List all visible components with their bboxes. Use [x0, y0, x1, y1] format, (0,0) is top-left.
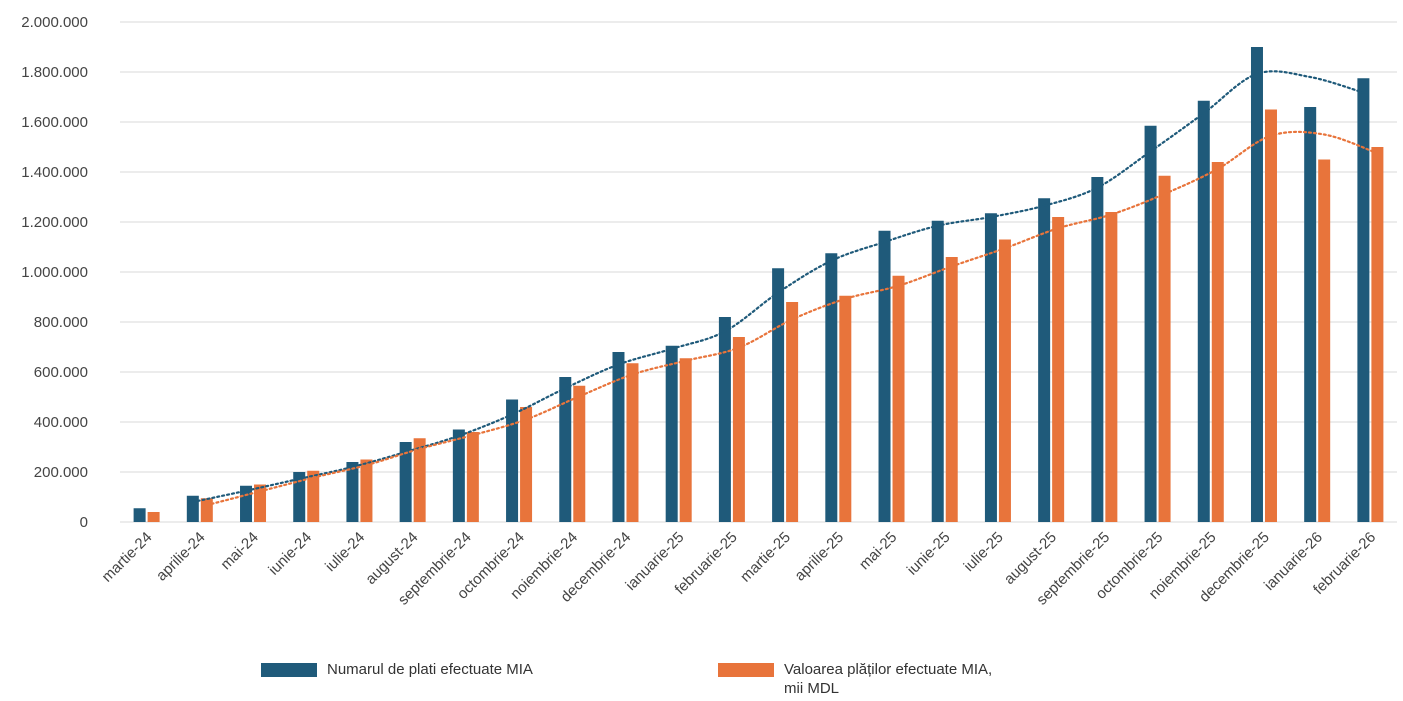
bar-count	[452, 429, 465, 522]
y-tick-label: 800.000	[34, 314, 88, 331]
legend-swatch-count	[261, 663, 317, 677]
bar-value	[945, 257, 958, 522]
x-tick-label: iulie-25	[961, 529, 1007, 575]
x-tick-label: martie-24	[99, 529, 156, 586]
bar-count	[931, 220, 944, 522]
bar-value	[520, 407, 533, 522]
bar-count	[559, 377, 572, 522]
bar-count	[1197, 100, 1210, 522]
y-tick-label: 0	[80, 514, 88, 531]
y-tick-label: 1.000.000	[21, 264, 88, 281]
bar-count	[1091, 177, 1104, 522]
x-tick-label: aprilie-25	[791, 529, 847, 585]
x-tick-label: mai-25	[856, 529, 900, 573]
bar-chart: 0 200.000 400.000 600.000 800.000 1.000.000 1.…	[21, 14, 1397, 609]
bar-count	[506, 399, 519, 522]
x-tick-label: iunie-24	[265, 529, 315, 579]
bar-count	[133, 508, 146, 522]
bar-value	[413, 438, 426, 522]
trendline-value	[205, 130, 1379, 507]
bar-count	[346, 462, 359, 522]
bar-value	[200, 498, 213, 522]
y-tick-label: 1.200.000	[21, 214, 88, 231]
bar-value	[254, 484, 267, 522]
x-tick-label: aprilie-24	[153, 529, 209, 585]
y-tick-label: 1.600.000	[21, 114, 88, 131]
bar-value	[1105, 212, 1118, 522]
x-tick-label: iulie-24	[322, 529, 368, 575]
bar-value	[626, 363, 639, 522]
bar-count	[186, 495, 199, 522]
bar-count	[293, 472, 306, 522]
bar-value	[1211, 162, 1224, 522]
x-tick-label: iunie-25	[904, 529, 954, 579]
bar-count	[1038, 198, 1051, 522]
x-tick-label: martie-25	[737, 529, 794, 586]
y-tick-label: 2.000.000	[21, 14, 88, 31]
bar-count	[612, 352, 625, 522]
bar-value	[1158, 175, 1171, 522]
bar-value	[1052, 217, 1065, 522]
bar-value	[466, 432, 479, 522]
bar-count	[1250, 47, 1263, 522]
bar-count	[825, 253, 838, 522]
bar-value	[786, 302, 799, 522]
bar-value	[892, 275, 905, 522]
bar-count	[1304, 107, 1317, 522]
legend-label-count: Numarul de plati efectuate MIA	[327, 661, 533, 678]
bar-value	[1318, 159, 1331, 522]
bar-value	[732, 337, 745, 522]
y-tick-label: 600.000	[34, 364, 88, 381]
bar-count	[718, 317, 731, 522]
legend: Numarul de plati efectuate MIA Valoarea …	[0, 660, 1403, 701]
legend-item-value: Valoarea plăților efectuate MIA, mii MDL	[718, 660, 992, 698]
bar-count	[1144, 125, 1157, 522]
bar-value	[839, 295, 852, 522]
bar-count	[772, 268, 785, 522]
bar-value	[307, 470, 320, 522]
y-tick-label: 1.800.000	[21, 64, 88, 81]
legend-item-count: Numarul de plati efectuate MIA	[261, 660, 533, 679]
bar-count	[665, 345, 678, 522]
legend-swatch-value	[718, 663, 774, 677]
bar-value	[1371, 147, 1384, 522]
bar-count	[878, 230, 891, 522]
y-tick-label: 200.000	[34, 464, 88, 481]
bar-value	[360, 459, 373, 522]
bar-count	[1357, 78, 1370, 522]
legend-label-value: Valoarea plăților efectuate MIA, mii MDL	[784, 661, 993, 697]
y-tick-label: 400.000	[34, 414, 88, 431]
x-tick-label: mai-24	[217, 529, 261, 573]
bar-value	[1264, 109, 1277, 522]
bar-count	[984, 213, 997, 522]
trendline-count	[191, 70, 1365, 504]
bar-count	[399, 442, 412, 522]
bar-value	[573, 385, 586, 522]
bar-value	[998, 239, 1011, 522]
bar-value	[147, 512, 160, 522]
bar-value	[679, 358, 692, 522]
y-tick-label: 1.400.000	[21, 164, 88, 181]
bar-count	[240, 485, 253, 522]
